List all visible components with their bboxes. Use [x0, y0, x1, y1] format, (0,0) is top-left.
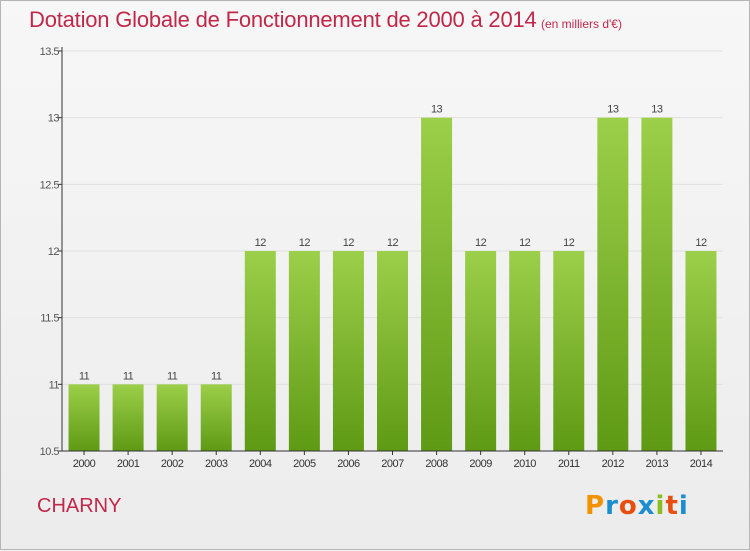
data-label: 13 [607, 104, 619, 116]
y-tick-label: 12 [48, 246, 60, 258]
chart-title: Dotation Globale de Fonctionnement de 20… [29, 7, 537, 32]
place-name: CHARNY [37, 495, 122, 517]
bar [685, 251, 717, 451]
y-tick-label: 11.5 [40, 313, 59, 325]
y-tick-label: 10.5 [40, 446, 60, 458]
data-label: 11 [167, 370, 178, 382]
bar [421, 117, 453, 452]
bar [597, 117, 629, 452]
data-label: 11 [123, 370, 134, 382]
logo-letter: x [637, 491, 656, 521]
x-tick-label: 2012 [602, 458, 625, 470]
x-tick-label: 2008 [425, 458, 448, 470]
x-tick-label: 2004 [249, 458, 272, 470]
x-tick-label: 2000 [73, 458, 96, 470]
y-tick-label: 11 [49, 379, 60, 391]
bar [156, 384, 188, 451]
x-tick-label: 2010 [513, 458, 536, 470]
bar [641, 117, 673, 452]
logo-letter: t [665, 491, 679, 521]
bar [200, 384, 232, 451]
bar [509, 251, 541, 451]
data-label: 13 [651, 104, 663, 116]
x-tick-label: 2005 [293, 458, 316, 470]
x-tick-label: 2014 [690, 458, 713, 470]
data-label: 12 [299, 237, 311, 249]
proxiti-logo: Proxiti [585, 491, 695, 521]
y-tick-label: 12.5 [40, 179, 60, 191]
data-label: 13 [431, 104, 443, 116]
data-label: 12 [255, 237, 267, 249]
bar [68, 384, 100, 451]
data-label: 12 [519, 237, 531, 249]
data-label: 12 [387, 237, 399, 249]
bar [377, 251, 408, 451]
y-tick-label: 13.5 [40, 46, 60, 58]
bar [244, 251, 276, 451]
logo-letter: o [618, 491, 638, 521]
bar [288, 251, 320, 451]
data-label: 11 [211, 370, 222, 382]
x-tick-label: 2011 [558, 458, 580, 470]
unit-note: (en milliers d'€) [541, 17, 622, 31]
x-tick-label: 2002 [161, 458, 184, 470]
x-tick-label: 2006 [337, 458, 360, 470]
data-label: 12 [563, 237, 575, 249]
data-label: 12 [695, 237, 707, 249]
data-label: 11 [79, 370, 90, 382]
logo-letter: P [585, 491, 606, 521]
x-tick-label: 2003 [205, 458, 228, 470]
y-tick-label: 13 [48, 113, 60, 125]
x-tick-label: 2009 [469, 458, 492, 470]
bar [332, 251, 364, 451]
data-label: 12 [475, 237, 487, 249]
logo-letter: i [678, 491, 689, 521]
bar [553, 251, 585, 451]
bar [112, 384, 144, 451]
bar [465, 251, 497, 451]
data-label: 12 [343, 237, 355, 249]
x-tick-label: 2001 [117, 458, 140, 470]
logo-letter: i [655, 491, 666, 521]
x-tick-label: 2013 [646, 458, 669, 470]
logo-letter: r [605, 491, 619, 521]
x-tick-label: 2007 [381, 458, 404, 470]
